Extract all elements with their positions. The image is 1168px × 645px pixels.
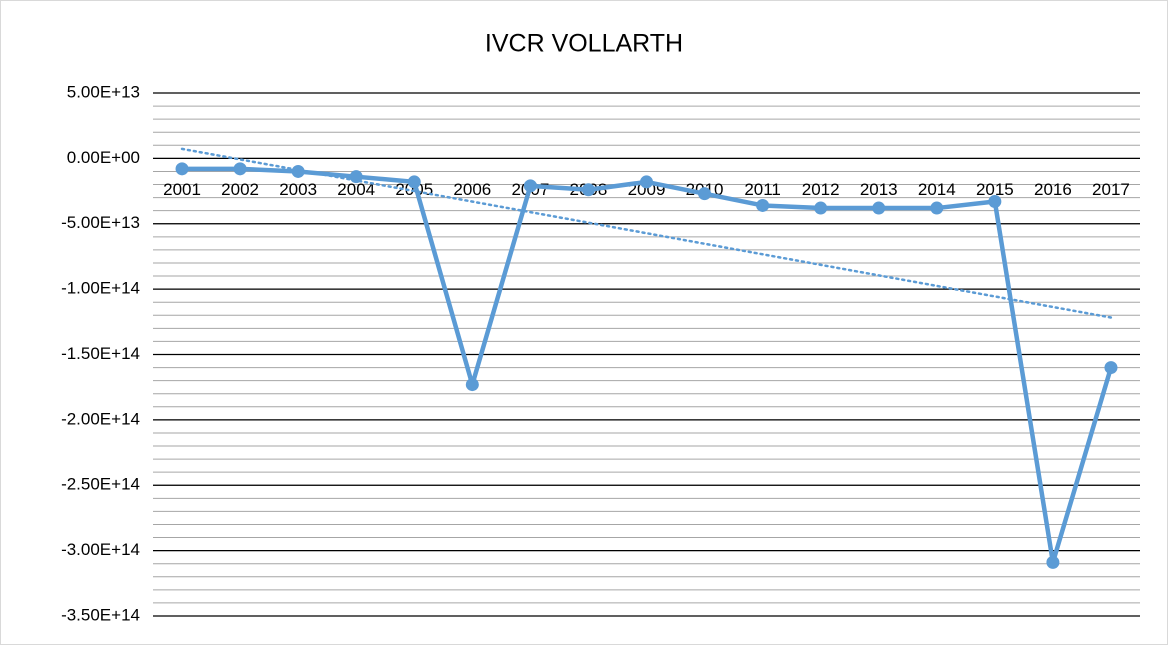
data-point bbox=[233, 162, 247, 176]
data-point bbox=[175, 162, 189, 176]
x-tick-label: 2006 bbox=[453, 180, 491, 199]
data-point bbox=[1046, 555, 1060, 569]
data-point bbox=[1104, 361, 1118, 375]
y-tick-label: 5.00E+13 bbox=[67, 82, 140, 101]
data-point bbox=[814, 201, 828, 215]
y-tick-label: -3.00E+14 bbox=[61, 540, 140, 559]
data-point bbox=[698, 187, 712, 201]
x-tick-label: 2001 bbox=[163, 180, 201, 199]
x-tick-label: 2002 bbox=[221, 180, 259, 199]
data-point bbox=[581, 183, 595, 197]
y-tick-label: 0.00E+00 bbox=[67, 148, 140, 167]
data-point bbox=[756, 198, 770, 212]
y-tick-label: -2.50E+14 bbox=[61, 475, 140, 494]
data-point bbox=[465, 378, 479, 392]
y-tick-label: -3.50E+14 bbox=[61, 605, 140, 624]
data-point bbox=[988, 195, 1002, 209]
x-tick-label: 2011 bbox=[744, 180, 781, 199]
x-tick-label: 2012 bbox=[802, 180, 840, 199]
x-tick-label: 2016 bbox=[1034, 180, 1072, 199]
data-point bbox=[930, 201, 944, 215]
x-tick-label: 2014 bbox=[918, 180, 956, 199]
y-tick-label: -5.00E+13 bbox=[61, 213, 140, 232]
trendline bbox=[180, 147, 1113, 319]
chart-title: IVCR VOLLARTH bbox=[485, 30, 683, 58]
x-tick-label: 2013 bbox=[860, 180, 898, 199]
x-tick-label: 2003 bbox=[279, 180, 317, 199]
x-tick-label: 2017 bbox=[1092, 180, 1130, 199]
y-tick-label: -1.50E+14 bbox=[61, 344, 140, 363]
data-point bbox=[523, 179, 537, 193]
y-tick-label: -2.00E+14 bbox=[61, 409, 140, 428]
data-point bbox=[872, 201, 886, 215]
data-point bbox=[407, 175, 421, 189]
x-tick-label: 2004 bbox=[337, 180, 375, 199]
data-point bbox=[640, 175, 653, 189]
x-tick-label: 2015 bbox=[976, 180, 1014, 199]
y-tick-label: -1.00E+14 bbox=[61, 279, 140, 298]
